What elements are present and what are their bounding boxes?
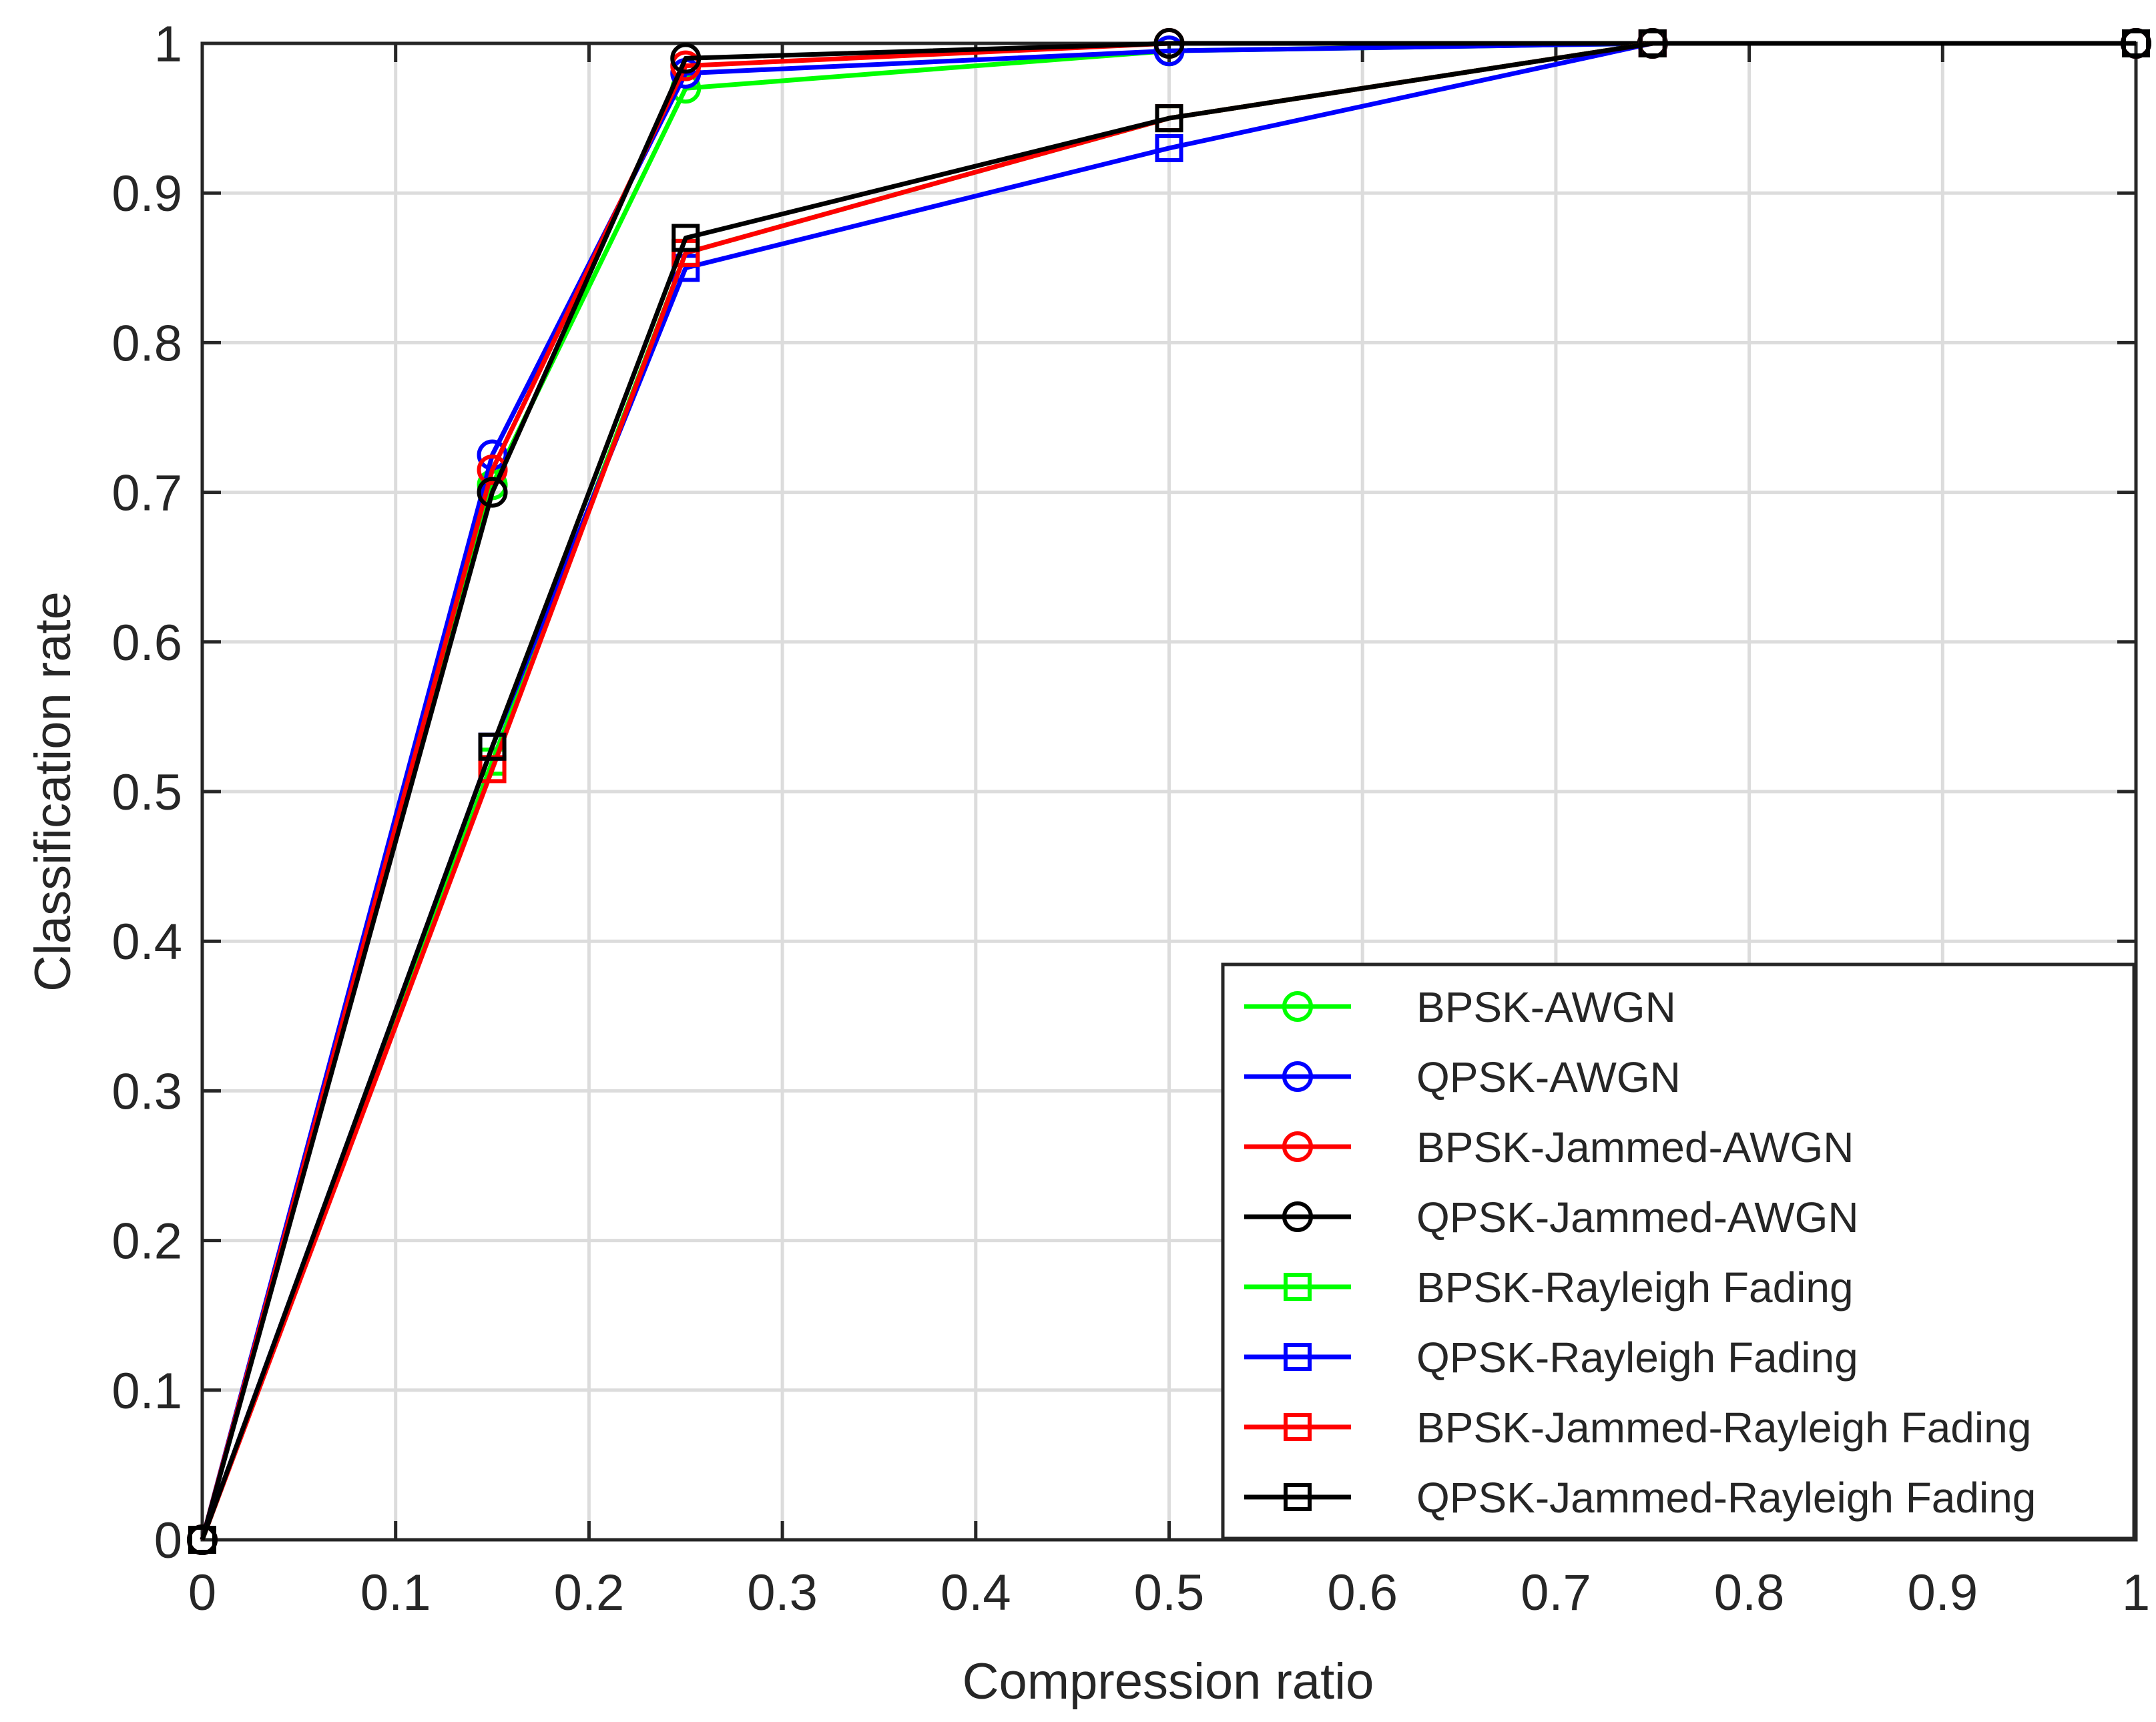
y-tick-label: 0.5 [111,764,182,821]
y-tick-label: 0.7 [111,465,182,522]
x-tick-label: 0.7 [1521,1564,1591,1621]
data-point [2122,29,2150,57]
legend-swatch-marker [1284,1483,1312,1511]
x-tick-label: 0.9 [1907,1564,1978,1621]
y-tick-label: 0.1 [111,1363,182,1420]
legend-box [1221,962,2136,1540]
legend-item: QPSK-Rayleigh Fading [1244,1334,1858,1382]
data-point [477,477,508,508]
y-tick-label: 1 [154,16,182,73]
x-tick-label: 0.6 [1327,1564,1398,1621]
legend-swatch-marker [1284,1413,1312,1441]
y-tick-label: 0.8 [111,315,182,372]
x-tick-label: 0.8 [1714,1564,1785,1621]
x-tick-label: 1 [2122,1564,2150,1621]
legend-swatch-marker [1282,1201,1313,1232]
legend-item: BPSK-Jammed-Rayleigh Fading [1244,1404,2031,1452]
x-tick-label: 0 [188,1564,216,1621]
legend-swatch-marker [1284,1273,1312,1301]
y-tick-label: 0.6 [111,615,182,671]
legend-item: BPSK-Rayleigh Fading [1244,1263,1854,1312]
legend-label: BPSK-AWGN [1416,983,1676,1031]
series-line [200,41,2136,1541]
legend-item: BPSK-AWGN [1244,983,1676,1031]
x-axis-title: Compression ratio [963,1653,1374,1710]
legend-label: BPSK-Jammed-AWGN [1416,1123,1854,1171]
y-tick-label: 0.3 [111,1063,182,1120]
legend-swatch-marker [1282,1131,1313,1162]
y-tick-label: 0 [154,1512,182,1569]
x-tick-label: 0.2 [554,1564,625,1621]
legend-item: QPSK-Jammed-Rayleigh Fading [1244,1474,2036,1522]
data-point [477,454,508,485]
legend-item: QPSK-AWGN [1244,1053,1681,1101]
data-point [478,732,507,761]
y-tick-label: 0.4 [111,914,182,970]
data-point [1638,29,1667,57]
data-point [671,224,700,252]
y-axis-title: Classification rate [25,591,81,992]
legend-label: BPSK-Rayleigh Fading [1416,1263,1854,1312]
legend-label: QPSK-Rayleigh Fading [1416,1334,1858,1382]
x-tick-label: 0.3 [747,1564,818,1621]
legend-label: BPSK-Jammed-Rayleigh Fading [1416,1404,2031,1452]
legend-swatch-marker [1284,1343,1312,1371]
x-tick-label: 0.5 [1134,1564,1205,1621]
legend-item: BPSK-Jammed-AWGN [1244,1123,1854,1171]
y-tick-label: 0.2 [111,1213,182,1270]
legend-swatch-marker [1282,1061,1313,1092]
data-point [1155,133,1183,162]
legend-label: QPSK-AWGN [1416,1053,1681,1101]
legend: BPSK-AWGN QPSK-AWGN BPSK-Jammed-AWGN QPSK-J… [1221,962,2136,1540]
x-tick-label: 0.4 [940,1564,1011,1621]
data-point [1153,28,1185,59]
data-point [670,43,702,74]
legend-label: QPSK-Jammed-AWGN [1416,1193,1859,1241]
y-tick-label: 0.9 [111,166,182,222]
legend-label: QPSK-Jammed-Rayleigh Fading [1416,1474,2036,1522]
series-qpsk-jammed-rayleigh-fading [188,29,2150,1554]
legend-swatch-marker [1282,991,1313,1022]
series-group [187,28,2151,1555]
x-tick-label: 0.1 [360,1564,431,1621]
data-point [188,1526,216,1554]
data-point [1155,104,1183,133]
legend-item: QPSK-Jammed-AWGN [1244,1193,1859,1241]
